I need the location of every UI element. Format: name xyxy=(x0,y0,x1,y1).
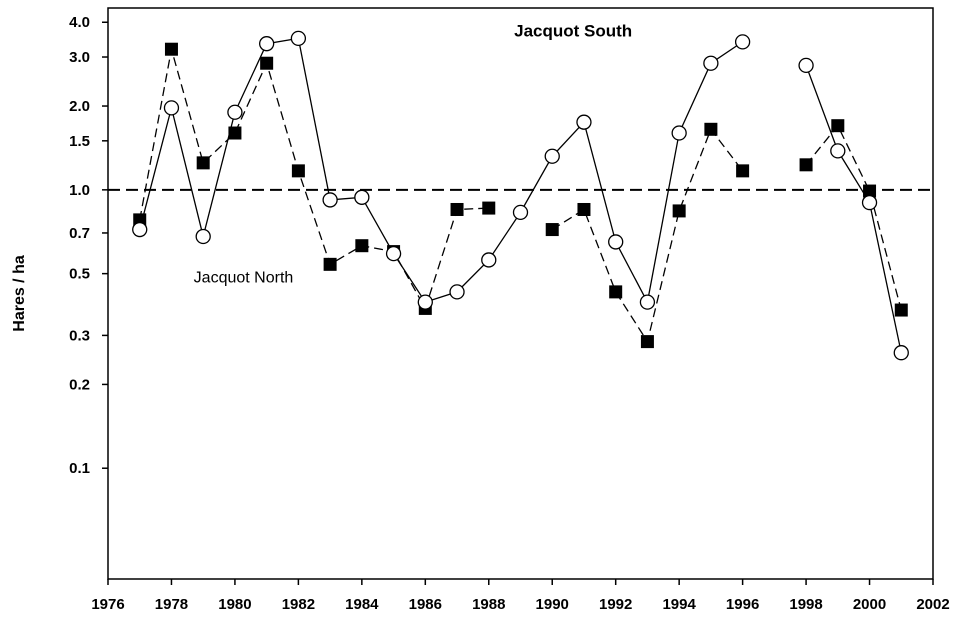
data-point-south xyxy=(290,30,307,47)
x-tick-label: 1996 xyxy=(726,596,759,613)
series-line-north xyxy=(805,124,902,311)
data-point-south xyxy=(798,57,814,74)
data-point-south xyxy=(830,143,846,159)
data-point-south xyxy=(639,294,656,310)
y-tick-label: 0.2 xyxy=(69,376,90,393)
data-point-south xyxy=(671,125,687,141)
y-tick-label: 0.5 xyxy=(69,266,90,283)
data-point-north xyxy=(291,164,305,178)
data-point-north xyxy=(164,42,178,56)
data-point-north xyxy=(228,126,242,140)
data-point-south xyxy=(449,284,465,300)
series-line-north xyxy=(139,49,489,311)
data-point-south xyxy=(608,234,624,250)
y-tick-label: 3.0 xyxy=(69,49,90,66)
x-tick-label: 2000 xyxy=(853,596,886,613)
data-point-north xyxy=(640,335,654,349)
data-point-north xyxy=(863,184,877,198)
series-line-south xyxy=(139,37,743,305)
annotation-jacquot-north: Jacquot North xyxy=(194,269,294,286)
plot-frame-layer xyxy=(107,7,934,580)
y-tick-label: 4.0 xyxy=(69,14,90,31)
y-axis-title: Hares / ha xyxy=(11,255,28,332)
data-point-north xyxy=(260,56,274,70)
data-point-south xyxy=(132,221,148,238)
data-point-north xyxy=(196,156,210,170)
x-tick-label: 1992 xyxy=(599,596,632,613)
data-point-south xyxy=(481,252,497,268)
data-point-north xyxy=(609,285,623,299)
series-line-south xyxy=(805,65,902,353)
y-tick-label: 0.7 xyxy=(69,225,90,242)
tick-layer: 1976 1978 1980 1982 1984 1986 1988 1990 1992 1994… xyxy=(69,14,950,613)
data-point-south xyxy=(512,204,529,221)
data-point-south xyxy=(259,36,275,52)
data-point-south xyxy=(385,245,402,262)
data-point-north xyxy=(831,119,845,133)
annotation-jacquot-south: Jacquot South xyxy=(514,22,632,41)
data-point-north xyxy=(355,239,369,253)
y-tick-label: 1.5 xyxy=(69,133,90,150)
data-point-south xyxy=(163,100,180,116)
plot-frame xyxy=(107,7,934,580)
data-point-south xyxy=(417,294,433,310)
x-tick-label: 1978 xyxy=(155,596,188,613)
y-tick-label: 0.3 xyxy=(69,327,90,344)
x-tick-label: 1988 xyxy=(472,596,505,613)
data-point-north xyxy=(799,158,813,172)
x-tick-label: 1976 xyxy=(91,596,124,613)
data-point-north xyxy=(482,201,496,215)
y-tick-label: 1.0 xyxy=(69,182,90,199)
x-tick-label: 1984 xyxy=(345,596,379,613)
series-layer xyxy=(132,30,909,361)
y-tick-label: 0.1 xyxy=(69,460,90,477)
data-point-north xyxy=(577,202,591,216)
data-point-south xyxy=(734,34,751,50)
data-point-south xyxy=(703,55,719,71)
data-point-north xyxy=(450,202,464,216)
x-tick-label: 1990 xyxy=(536,596,569,613)
series-north xyxy=(133,42,908,349)
data-point-north xyxy=(323,257,337,271)
x-tick-label: 2002 xyxy=(916,596,949,613)
data-point-south xyxy=(354,189,370,205)
data-point-south xyxy=(195,228,211,245)
x-tick-label: 1986 xyxy=(409,596,442,613)
x-tick-label: 1998 xyxy=(789,596,822,613)
data-point-north xyxy=(545,223,559,237)
x-tick-label: 1994 xyxy=(662,596,696,613)
data-point-south xyxy=(227,104,243,120)
series-south xyxy=(132,30,909,361)
data-point-north xyxy=(704,122,718,136)
x-tick-label: 1980 xyxy=(218,596,251,613)
data-point-south xyxy=(893,345,909,361)
data-point-north xyxy=(672,204,686,218)
data-point-south xyxy=(861,194,878,211)
x-tick-label: 1982 xyxy=(282,596,315,613)
data-point-south xyxy=(544,148,560,164)
y-tick-label: 2.0 xyxy=(69,98,90,115)
data-point-north xyxy=(894,303,908,317)
data-point-north xyxy=(736,164,750,178)
data-point-south xyxy=(576,114,592,130)
data-point-south xyxy=(322,192,338,208)
